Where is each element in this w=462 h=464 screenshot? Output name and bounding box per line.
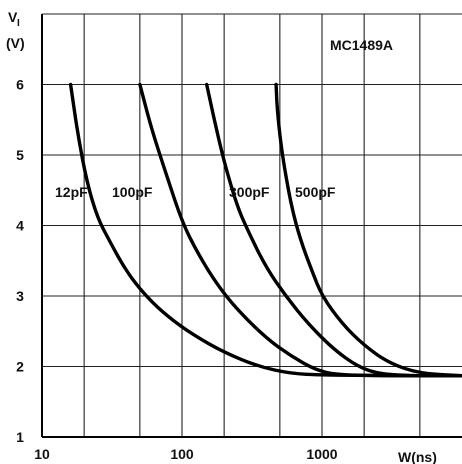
series-label-300pf: 300pF <box>229 184 270 200</box>
y-tick-label: 4 <box>16 218 24 234</box>
x-axis-label: W(ns) <box>398 449 437 464</box>
y-axis-label-symbol: V <box>8 9 18 25</box>
y-tick-label: 2 <box>16 359 24 375</box>
curve-100pf <box>138 82 462 378</box>
curves <box>68 82 462 378</box>
series-label-12pf: 12pF <box>55 184 88 200</box>
y-tick-label: 1 <box>16 429 24 445</box>
x-tick-label: 10 <box>34 446 50 462</box>
y-axis-label-unit: (V) <box>6 35 25 51</box>
x-tick-label: 1000 <box>306 446 337 462</box>
chart-title: MC1489A <box>330 37 393 53</box>
curve-500pf <box>274 82 462 378</box>
grid: 1 2 3 4 5 6 10 100 1000 <box>16 13 462 462</box>
curve-12pf <box>68 82 462 378</box>
y-tick-label: 6 <box>16 77 24 93</box>
series-label-100pf: 100pF <box>112 184 153 200</box>
curve-300pf <box>205 82 462 378</box>
series-label-500pf: 500pF <box>295 184 336 200</box>
labels: MC1489A V I (V) W(ns) 12pF 100pF 300pF 5… <box>6 9 437 464</box>
y-tick-label: 3 <box>16 288 24 304</box>
y-axis-label-subscript: I <box>17 18 20 29</box>
x-tick-label: 100 <box>170 446 194 462</box>
y-tick-label: 5 <box>16 147 24 163</box>
